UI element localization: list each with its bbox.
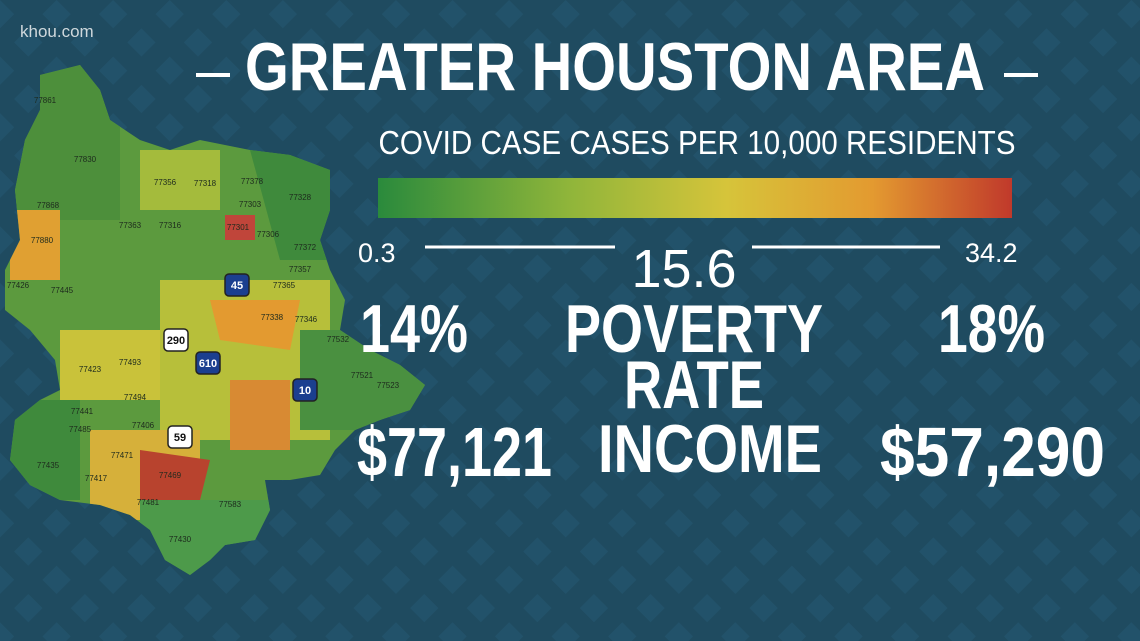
legend-max: 34.2 <box>965 238 1018 268</box>
highway-shield <box>167 425 193 449</box>
highway-number: 59 <box>174 432 186 444</box>
subtitle: COVID CASE CASES PER 10,000 RESIDENTS <box>379 124 1016 161</box>
income-left: $77,121 <box>357 413 552 491</box>
zip-label: 77372 <box>294 243 317 252</box>
zip-label: 77356 <box>154 178 177 187</box>
zip-label: 77426 <box>7 281 30 290</box>
highway-number: 610 <box>199 358 217 370</box>
zip-label: 77365 <box>273 281 296 290</box>
zip-label: 77435 <box>37 461 60 470</box>
zip-label: 77485 <box>69 425 92 434</box>
zip-label: 77445 <box>51 286 74 295</box>
zip-label: 77880 <box>31 236 54 245</box>
map-region <box>140 150 220 210</box>
zip-label: 77583 <box>219 500 242 509</box>
zip-label: 77493 <box>119 358 142 367</box>
highway-shield <box>224 273 250 297</box>
map-region <box>10 210 60 280</box>
zip-label: 77532 <box>327 335 350 344</box>
map-region <box>230 380 290 450</box>
zip-label: 77417 <box>85 474 108 483</box>
zip-label: 77357 <box>289 265 312 274</box>
map-region <box>60 330 160 400</box>
highway-number: 10 <box>299 385 311 397</box>
zip-label: 77523 <box>377 381 400 390</box>
poverty-right: 18% <box>938 291 1045 367</box>
zip-label: 77363 <box>119 221 142 230</box>
highway-shield <box>163 328 189 352</box>
zip-label: 77303 <box>239 200 262 209</box>
zip-label: 77471 <box>111 451 134 460</box>
zip-label: 77430 <box>169 535 192 544</box>
zip-label: 77861 <box>34 96 57 105</box>
zip-label: 77378 <box>241 177 264 186</box>
zip-label: 77521 <box>351 371 374 380</box>
poverty-label: POVERTY <box>565 291 823 367</box>
zip-label: 77306 <box>257 230 280 239</box>
color-scale <box>378 178 1012 218</box>
zip-label: 77338 <box>261 313 284 322</box>
zip-label: 77316 <box>159 221 182 230</box>
highway-shield <box>195 351 221 375</box>
legend-mid: 15.6 <box>631 239 736 299</box>
zip-label: 77441 <box>71 407 94 416</box>
poverty-label: RATE <box>624 347 764 423</box>
zip-label: 77481 <box>137 498 160 507</box>
poverty-left: 14% <box>360 291 468 367</box>
zip-label: 77423 <box>79 365 102 374</box>
zip-label: 77301 <box>227 223 250 232</box>
income-label: INCOME <box>598 411 822 487</box>
zip-label: 77830 <box>74 155 97 164</box>
highway-number: 290 <box>167 335 185 347</box>
highway-shield <box>292 378 318 402</box>
zip-label: 77494 <box>124 393 147 402</box>
map-region <box>210 300 300 350</box>
legend-min: 0.3 <box>358 238 396 268</box>
zip-label: 77868 <box>37 201 60 210</box>
highway-number: 45 <box>231 280 243 292</box>
map-labels: 77861 77830 77356 77318 77378 77328 77868 77363… <box>7 96 400 544</box>
watermark: khou.com <box>20 22 94 41</box>
zip-label: 77469 <box>159 471 182 480</box>
map-region <box>225 215 255 240</box>
income-right: $57,290 <box>880 413 1105 491</box>
zip-label: 77346 <box>295 315 318 324</box>
zip-label: 77318 <box>194 179 217 188</box>
title: GREATER HOUSTON AREA <box>245 29 985 105</box>
map-region <box>140 450 210 500</box>
zip-label: 77328 <box>289 193 312 202</box>
zip-label: 77406 <box>132 421 155 430</box>
map-region <box>250 150 340 260</box>
